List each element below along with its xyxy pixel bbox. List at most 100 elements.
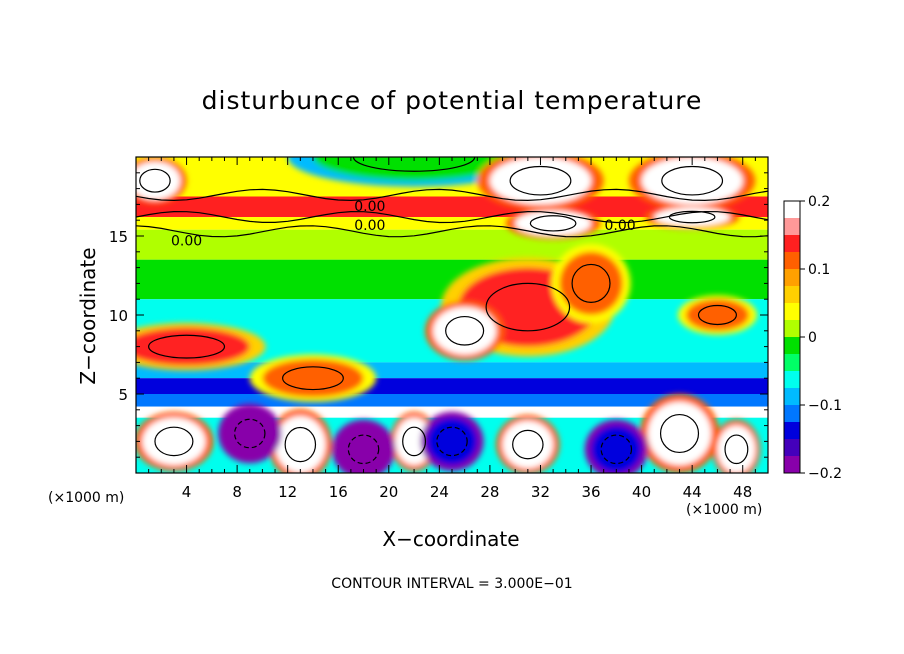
- feature-7: [559, 251, 623, 315]
- feature-9: [136, 327, 250, 366]
- y-tick-label: 15: [109, 228, 128, 246]
- feature-3: [515, 210, 592, 236]
- contour-feature-5: [139, 168, 171, 193]
- colorbar-swatch: [784, 388, 800, 406]
- contour-line-1: [136, 225, 768, 238]
- contour-feature-0: [352, 157, 476, 172]
- colorbar-tick-label: 0.2: [808, 194, 830, 210]
- contour-feature-19: [347, 434, 380, 465]
- colorbar-swatch: [784, 320, 800, 338]
- colorbar-tick-label: 0: [808, 330, 817, 346]
- contour-feature-17: [402, 426, 427, 457]
- feature-14: [502, 420, 554, 469]
- feature-12: [142, 417, 206, 466]
- x-unit-right: (×1000 m): [686, 502, 763, 518]
- contour-feature-1: [509, 165, 572, 196]
- y-tick-label: 5: [118, 386, 128, 404]
- colorbar-swatch: [784, 235, 800, 253]
- feature-5: [136, 161, 181, 200]
- feature-16: [717, 425, 756, 473]
- x-tick-label: 36: [581, 483, 600, 501]
- x-tick-label: 28: [480, 483, 499, 501]
- x-tick-label: 8: [232, 483, 242, 501]
- contour-interval-note: CONTOUR INTERVAL = 3.000E−01: [331, 576, 573, 592]
- contour-feature-13: [284, 426, 317, 463]
- colorbar-swatch: [784, 439, 800, 457]
- feature-20: [426, 417, 478, 466]
- contour-label: 0.00: [354, 199, 385, 215]
- x-axis-title: X−coordinate: [0, 527, 904, 551]
- x-tick-label: 20: [379, 483, 398, 501]
- y-tick-label: 10: [109, 307, 128, 325]
- contour-feature-18: [233, 418, 266, 449]
- colorbar-swatch: [784, 218, 800, 236]
- contour-feature-15: [659, 413, 700, 454]
- feature-1: [489, 157, 592, 205]
- contour-line-2: [136, 188, 768, 202]
- colorbar-swatch: [784, 337, 800, 355]
- feature-19: [338, 425, 389, 473]
- colorbar-swatch: [784, 303, 800, 321]
- y-axis-title: Z−coordinate: [76, 247, 100, 385]
- colorbar-tick-label: −0.1: [808, 398, 842, 414]
- contour-feature-9: [148, 334, 226, 359]
- colorbar-swatch: [784, 269, 800, 287]
- x-tick-label: 12: [278, 483, 297, 501]
- colorbar-swatch: [784, 354, 800, 372]
- x-tick-label: 32: [531, 483, 550, 501]
- colorbar-swatch: [784, 456, 800, 474]
- contour-feature-6: [485, 282, 571, 332]
- colorbar-swatch: [784, 286, 800, 304]
- feature-11: [685, 299, 750, 331]
- x-tick-label: 24: [430, 483, 449, 501]
- contour-label: 0.00: [605, 218, 636, 234]
- contour-feature-20: [436, 426, 468, 457]
- contour-feature-14: [512, 429, 544, 460]
- contour-feature-16: [724, 434, 749, 465]
- contour-feature-2: [661, 165, 724, 196]
- x-tick-label: 48: [733, 483, 752, 501]
- contour-lines: [136, 157, 768, 465]
- feature-21: [591, 425, 642, 473]
- x-axis-ticks: 4 8 12 16 20 24 28 32 36 40 44 48: [148, 157, 756, 501]
- colorbar-swatch: [784, 371, 800, 389]
- contour-feature-7: [571, 263, 611, 303]
- contour-feature-3: [529, 215, 577, 232]
- x-tick-label: 4: [182, 483, 192, 501]
- feature-18: [224, 409, 276, 458]
- x-tick-label: 16: [329, 483, 348, 501]
- x-tick-label: 44: [683, 483, 702, 501]
- chart-title: disturbunce of potential temperature: [201, 86, 703, 115]
- contour-label: 0.00: [354, 218, 385, 234]
- feature-8: [433, 307, 497, 355]
- colorbar-swatch: [784, 422, 800, 440]
- x-tick-label: 40: [632, 483, 651, 501]
- contour-feature-12: [154, 426, 194, 457]
- feature-13: [275, 416, 326, 473]
- colorbar-tick-label: 0.1: [808, 262, 830, 278]
- contour-label: 0.00: [171, 234, 202, 250]
- feature-2: [641, 157, 743, 205]
- contour-line-0: [136, 210, 768, 224]
- contour-feature-21: [600, 434, 633, 465]
- y-axis-ticks: 5 10 15: [109, 172, 768, 458]
- colorbar-tick-label: −0.2: [808, 466, 842, 482]
- field-band-3: [136, 229, 768, 260]
- colorbar-swatch: [784, 405, 800, 423]
- colorbar: 0.2 0.1 0 −0.1 −0.2: [783, 194, 842, 482]
- colorbar-swatch: [784, 201, 800, 219]
- contour-feature-10: [282, 366, 344, 391]
- heatmap-field: [136, 157, 768, 473]
- feature-0: [312, 157, 516, 181]
- contour-feature-8: [445, 315, 485, 346]
- contour-labels: 0.00 0.00 0.00 0.00: [171, 199, 636, 250]
- x-unit-left: (×1000 m): [48, 490, 125, 506]
- x-axis-title-text: X−coordinate: [382, 527, 520, 551]
- feature-4: [654, 207, 731, 227]
- contour-feature-11: [697, 304, 737, 326]
- field-band-7: [136, 378, 768, 394]
- feature-15: [647, 401, 712, 466]
- field-band-1: [136, 196, 768, 218]
- colorbar-swatch: [784, 252, 800, 270]
